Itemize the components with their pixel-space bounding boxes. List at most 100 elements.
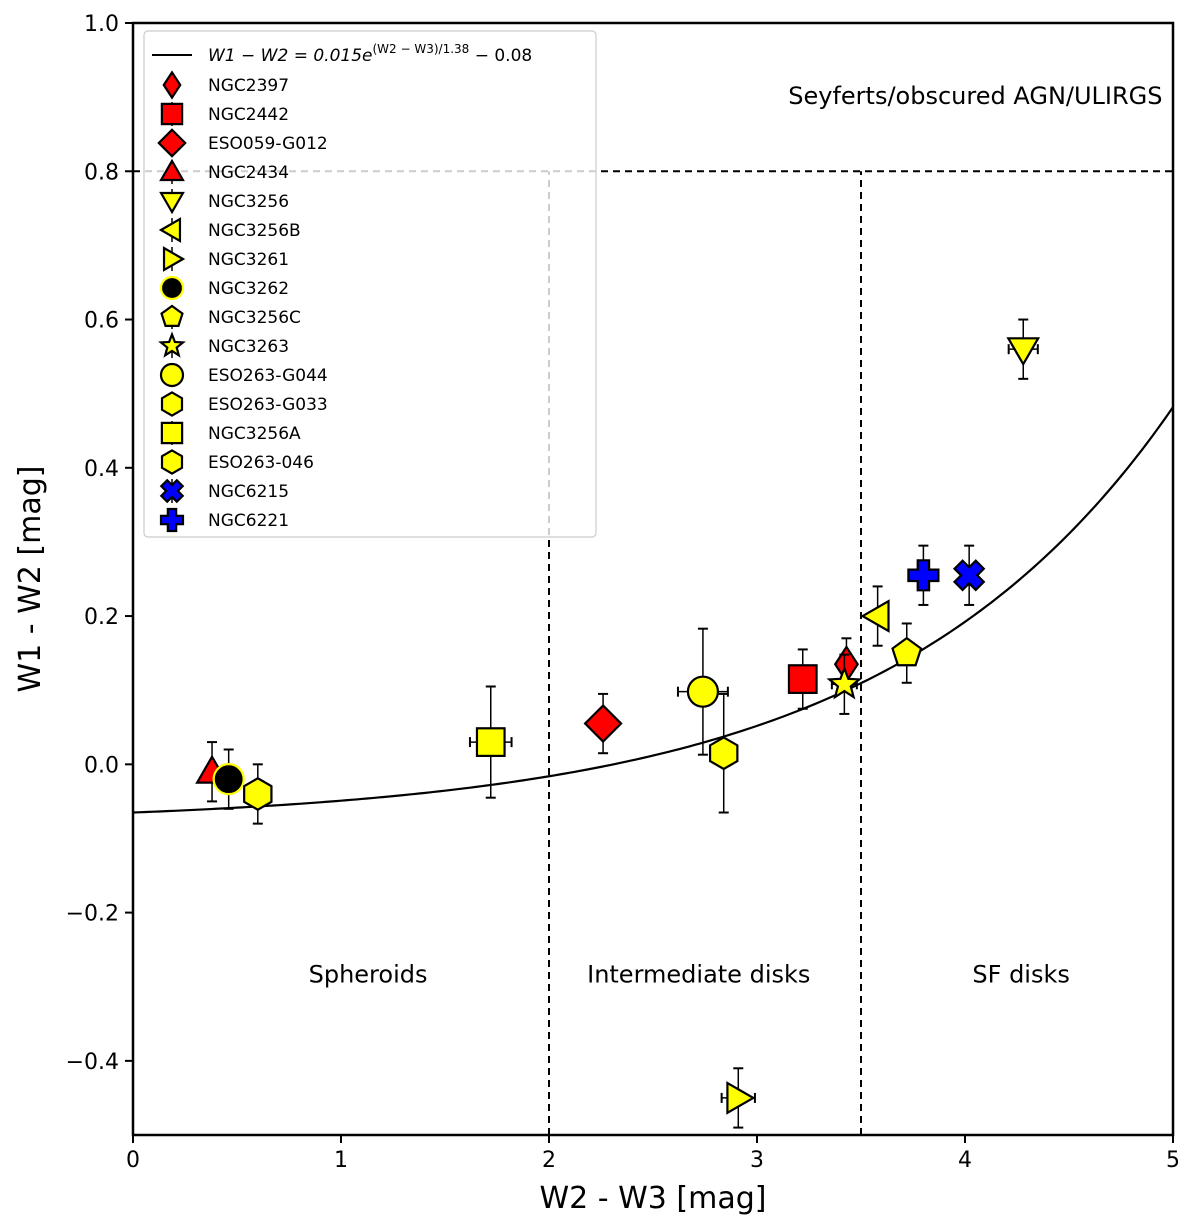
point-NGC6215 [952, 544, 986, 606]
y-axis-title: W1 - W2 [mag] [13, 466, 48, 693]
fit-curve-layer [132, 406, 1174, 814]
legend: W1 − W2 = 0.015e(W2 − W3)/1.38 − 0.08 NG… [143, 30, 597, 538]
legend-items: NGC2397 NGC2442 ESO059-G012 NGC2434 NGC3256 N… [157, 70, 328, 533]
x-tick-label: 5 [1166, 1148, 1180, 1173]
legend-item-NGC3256B: NGC3256B [158, 217, 301, 243]
plot-frame [131, 21, 1175, 1137]
point-NGC6221 [907, 544, 940, 606]
legend-curve-exponent: (W2 − W3)/1.38 [372, 42, 469, 56]
legend-item-NGC6221: NGC6221 [159, 507, 289, 533]
legend-label-ESO059-G012: ESO059-G012 [208, 134, 328, 154]
legend-item-NGC2442: NGC2442 [160, 102, 289, 126]
legend-item-ESO263-G044: ESO263-G044 [159, 362, 328, 388]
x-tick-label: 1 [334, 1148, 348, 1173]
legend-label-ESO263-G033: ESO263-G033 [208, 395, 328, 415]
legend-item-NGC2397: NGC2397 [162, 70, 289, 100]
legend-box [143, 30, 597, 538]
marker-NGC2442 [787, 664, 818, 694]
legend-marker-NGC2434 [159, 158, 185, 182]
x-tick-label: 2 [542, 1148, 556, 1173]
marker-NGC3256B [860, 599, 890, 633]
legend-item-NGC3256C: NGC3256C [160, 304, 301, 329]
y-tick-label: 1.0 [84, 12, 119, 37]
point-NGC3263 [826, 653, 863, 715]
legend-item-NGC3256: NGC3256 [159, 189, 289, 215]
legend-label-NGC3256B: NGC3256B [208, 221, 301, 241]
legend-label-NGC2442: NGC2442 [208, 105, 289, 125]
y-tick-label: 0.6 [84, 309, 119, 334]
point-ESO059-G012 [583, 692, 623, 755]
legend-marker-NGC3262 [159, 275, 185, 301]
legend-marker-NGC3256 [159, 191, 185, 215]
x-tick-label: 0 [126, 1148, 140, 1173]
marker-NGC3262 [212, 763, 245, 796]
point-NGC3262 [212, 748, 245, 810]
legend-item-NGC3261: NGC3261 [162, 246, 289, 272]
legend-curve-rhs: − 0.08 [469, 46, 532, 66]
legend-marker-NGC3256C [160, 304, 184, 327]
point-NGC3256 [1006, 318, 1041, 380]
legend-marker-ESO263-G033 [160, 391, 184, 417]
legend-label-ESO263-G044: ESO263-G044 [208, 366, 328, 386]
y-tick-label: 0.2 [84, 605, 119, 630]
legend-item-NGC3262: NGC3262 [159, 275, 289, 301]
legend-label-NGC3263: NGC3263 [208, 337, 289, 357]
legend-label-NGC6221: NGC6221 [208, 511, 289, 531]
x-tick-label: 4 [958, 1148, 972, 1173]
legend-label-NGC3261: NGC3261 [208, 250, 289, 270]
legend-marker-ESO263-G044 [159, 362, 185, 388]
marker-NGC6221 [907, 559, 940, 592]
x-axis-title: W2 - W3 [mag] [540, 1181, 767, 1216]
legend-item-NGC6215: NGC6215 [159, 478, 289, 504]
legend-label-NGC2434: NGC2434 [208, 163, 289, 183]
legend-marker-NGC3256B [158, 217, 182, 243]
legend-item-ESO263-046: ESO263-046 [160, 449, 314, 475]
legend-label-NGC3256A: NGC3256A [208, 424, 301, 444]
x-tick-label: 3 [750, 1148, 764, 1173]
point-NGC3256C [891, 622, 923, 684]
axis-ticks: 0 1 2 3 4 5 −0.4 −0.2 0.0 0.2 0.4 0.6 0.8 1.0 [66, 12, 1180, 1173]
legend-item-NGC2434: NGC2434 [159, 158, 289, 184]
y-tick-label: −0.4 [66, 1050, 119, 1075]
marker-NGC3263 [826, 665, 863, 700]
legend-curve-lhs: W1 − W2 = 0.015e [208, 46, 372, 66]
point-ESO263-G033 [243, 763, 273, 825]
legend-label-NGC3256: NGC3256 [208, 192, 289, 212]
data-points [195, 318, 1041, 1129]
legend-item-ESO059-G012: ESO059-G012 [157, 128, 328, 158]
marker-ESO059-G012 [583, 704, 623, 744]
region-label-3: SF disks [972, 961, 1069, 989]
legend-label-NGC6215: NGC6215 [208, 482, 289, 502]
legend-item-ESO263-G033: ESO263-G033 [160, 391, 328, 417]
legend-label-NGC2397: NGC2397 [208, 76, 289, 96]
point-ESO263-046 [708, 692, 739, 814]
legend-curve-label: W1 − W2 = 0.015e(W2 − W3)/1.38 − 0.08 [208, 42, 532, 66]
legend-marker-ESO263-046 [160, 449, 184, 475]
marker-ESO263-046 [708, 736, 739, 771]
legend-marker-NGC6221 [159, 507, 185, 533]
legend-item-NGC3263: NGC3263 [158, 331, 289, 358]
legend-marker-NGC3261 [162, 246, 186, 272]
marker-NGC3256C [891, 636, 923, 667]
region-labels: Seyferts/obscured AGN/ULIRGS Spheroids Int… [309, 82, 1163, 988]
point-NGC3256B [860, 585, 890, 647]
point-NGC3256A [468, 685, 513, 799]
legend-marker-NGC3263 [158, 331, 186, 358]
marker-NGC6215 [952, 559, 986, 592]
legend-label-NGC3262: NGC3262 [208, 279, 289, 299]
legend-marker-NGC3256A [160, 421, 184, 445]
region-label-1: Spheroids [309, 961, 428, 989]
legend-marker-ESO059-G012 [157, 128, 187, 158]
region-label-2: Intermediate disks [587, 961, 810, 989]
legend-marker-NGC2397 [162, 70, 182, 100]
legend-label-ESO263-046: ESO263-046 [208, 453, 314, 473]
region-label-0: Seyferts/obscured AGN/ULIRGS [788, 82, 1162, 110]
fit-curve [132, 406, 1174, 814]
marker-NGC3256A [475, 727, 506, 757]
legend-marker-NGC6215 [159, 478, 185, 504]
point-NGC3261 [720, 1067, 756, 1129]
point-ESO263-G044 [676, 627, 729, 756]
point-NGC2442 [787, 648, 818, 710]
y-tick-label: 0.8 [84, 160, 119, 185]
